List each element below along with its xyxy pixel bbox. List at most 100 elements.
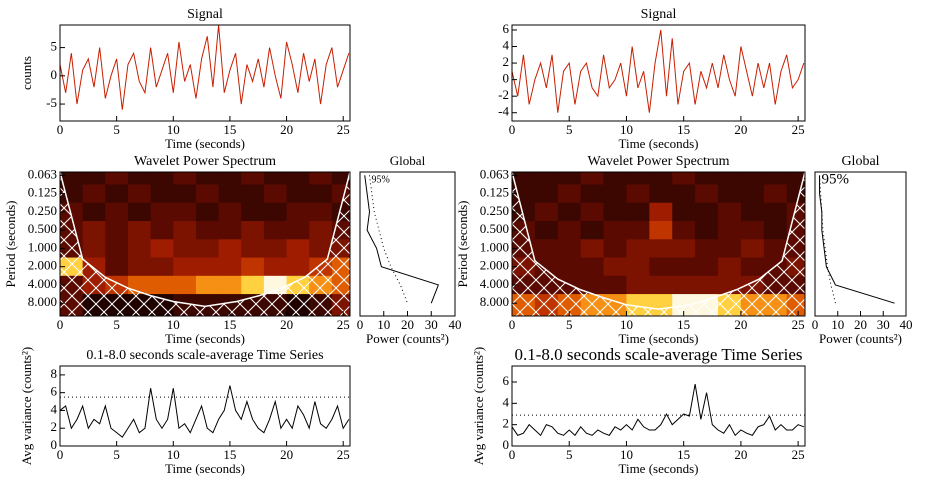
heat-cell [786, 172, 805, 185]
heat-cell [127, 221, 152, 240]
heat-cell [127, 184, 152, 204]
data-line [512, 29, 805, 113]
plot-area [60, 385, 350, 438]
x-tick-label: 5 [566, 122, 573, 137]
x-tick-label: 20 [401, 317, 414, 332]
heat-cell [105, 239, 129, 259]
heat-cell [603, 239, 627, 259]
x-tick-label: 0 [509, 447, 516, 462]
heat-cell [649, 257, 673, 277]
x-tick-label: 0 [57, 447, 64, 462]
heat-cell [534, 172, 559, 185]
heat-cell [263, 221, 288, 240]
heat-cell [740, 172, 765, 185]
heat-cell [626, 239, 650, 259]
axes-frame [814, 171, 907, 317]
x-tick-label: 15 [223, 317, 236, 332]
heat-cell [672, 221, 696, 240]
heat-cell [534, 221, 559, 240]
y-tick-label: 0.125 [28, 185, 57, 200]
x-axis-label: Power (counts²) [366, 331, 449, 346]
x-tick-label: 25 [337, 122, 350, 137]
x-tick-label: 20 [854, 317, 867, 332]
heat-cell [763, 184, 788, 204]
x-tick-label: 0 [509, 122, 516, 137]
x-tick-label: 5 [113, 317, 120, 332]
heat-cell [286, 257, 310, 277]
x-tick-label: 0 [57, 122, 64, 137]
x-tick-label: 15 [223, 122, 236, 137]
axes-frame [59, 171, 351, 317]
heat-cell [150, 257, 174, 277]
x-tick-label: 0 [509, 317, 516, 332]
heat-cell [195, 184, 220, 204]
heat-cell [173, 257, 197, 277]
heat-cell [718, 239, 742, 259]
x-axis-label: Time (seconds) [618, 331, 698, 346]
heat-cell [263, 257, 288, 277]
panel-title: Signal [641, 7, 677, 22]
heat-cell [718, 221, 742, 240]
heat-cell [150, 184, 174, 204]
heat-cell [580, 202, 605, 222]
y-tick-label: 0.500 [28, 221, 57, 236]
x-tick-label: 15 [677, 317, 690, 332]
heat-cell [626, 172, 650, 185]
x-axis-label: Time (seconds) [618, 461, 698, 476]
heat-cell [105, 221, 129, 240]
significance-curve [819, 175, 836, 304]
heat-cell [218, 184, 242, 204]
y-tick-label: 4.000 [480, 276, 509, 291]
plot-area [60, 172, 350, 316]
global-power [364, 175, 440, 304]
heat-cell [740, 239, 765, 259]
y-tick-label: -2 [498, 87, 509, 102]
plot-area [512, 172, 805, 316]
heat-cell [309, 202, 333, 222]
y-tick-label: 0.250 [28, 203, 57, 218]
heat-cell [286, 202, 310, 222]
coi-hatch [60, 172, 350, 316]
y-tick-label: 8 [51, 366, 58, 381]
annotation: 95% [372, 174, 390, 185]
heat-cell [763, 239, 788, 259]
y-tick-label: 4 [503, 38, 510, 53]
x-tick-label: 10 [167, 122, 180, 137]
heat-cell [580, 275, 605, 295]
x-tick-label: 0 [357, 317, 364, 332]
heat-cell [241, 172, 265, 185]
heat-cell [309, 172, 333, 185]
heat-cell [695, 257, 719, 277]
heat-cell [626, 257, 650, 277]
x-tick-label: 10 [620, 317, 633, 332]
heat-cell [82, 172, 106, 185]
y-tick-label: 2.000 [28, 258, 57, 273]
heat-cell [626, 275, 650, 295]
x-axis-label: Power (counts²) [819, 331, 902, 346]
heat-cell [740, 202, 765, 222]
y-tick-label: 2.000 [480, 258, 509, 273]
heat-cell [603, 184, 627, 204]
y-tick-label: 2 [503, 54, 510, 69]
y-axis-label: Avg variance (counts²) [19, 347, 34, 465]
x-tick-label: 25 [792, 317, 805, 332]
coi-line [512, 172, 805, 310]
heat-cell [263, 239, 288, 259]
heat-cell [626, 221, 650, 240]
heat-cell [649, 172, 673, 185]
heat-cell [672, 239, 696, 259]
heat-cell [672, 275, 696, 295]
heat-cell [695, 275, 719, 295]
y-tick-label: 6 [51, 384, 58, 399]
y-axis-label: counts [19, 56, 34, 90]
heat-cell [580, 239, 605, 259]
heat-cell [263, 172, 288, 185]
y-tick-label: 0.500 [480, 221, 509, 236]
heat-cell [695, 221, 719, 240]
y-tick-label: 4 [503, 394, 510, 409]
heat-cell [195, 275, 220, 295]
x-tick-label: 10 [620, 447, 633, 462]
x-tick-label: 5 [113, 122, 120, 137]
heat-cell [649, 184, 673, 204]
heat-cell [60, 172, 84, 185]
